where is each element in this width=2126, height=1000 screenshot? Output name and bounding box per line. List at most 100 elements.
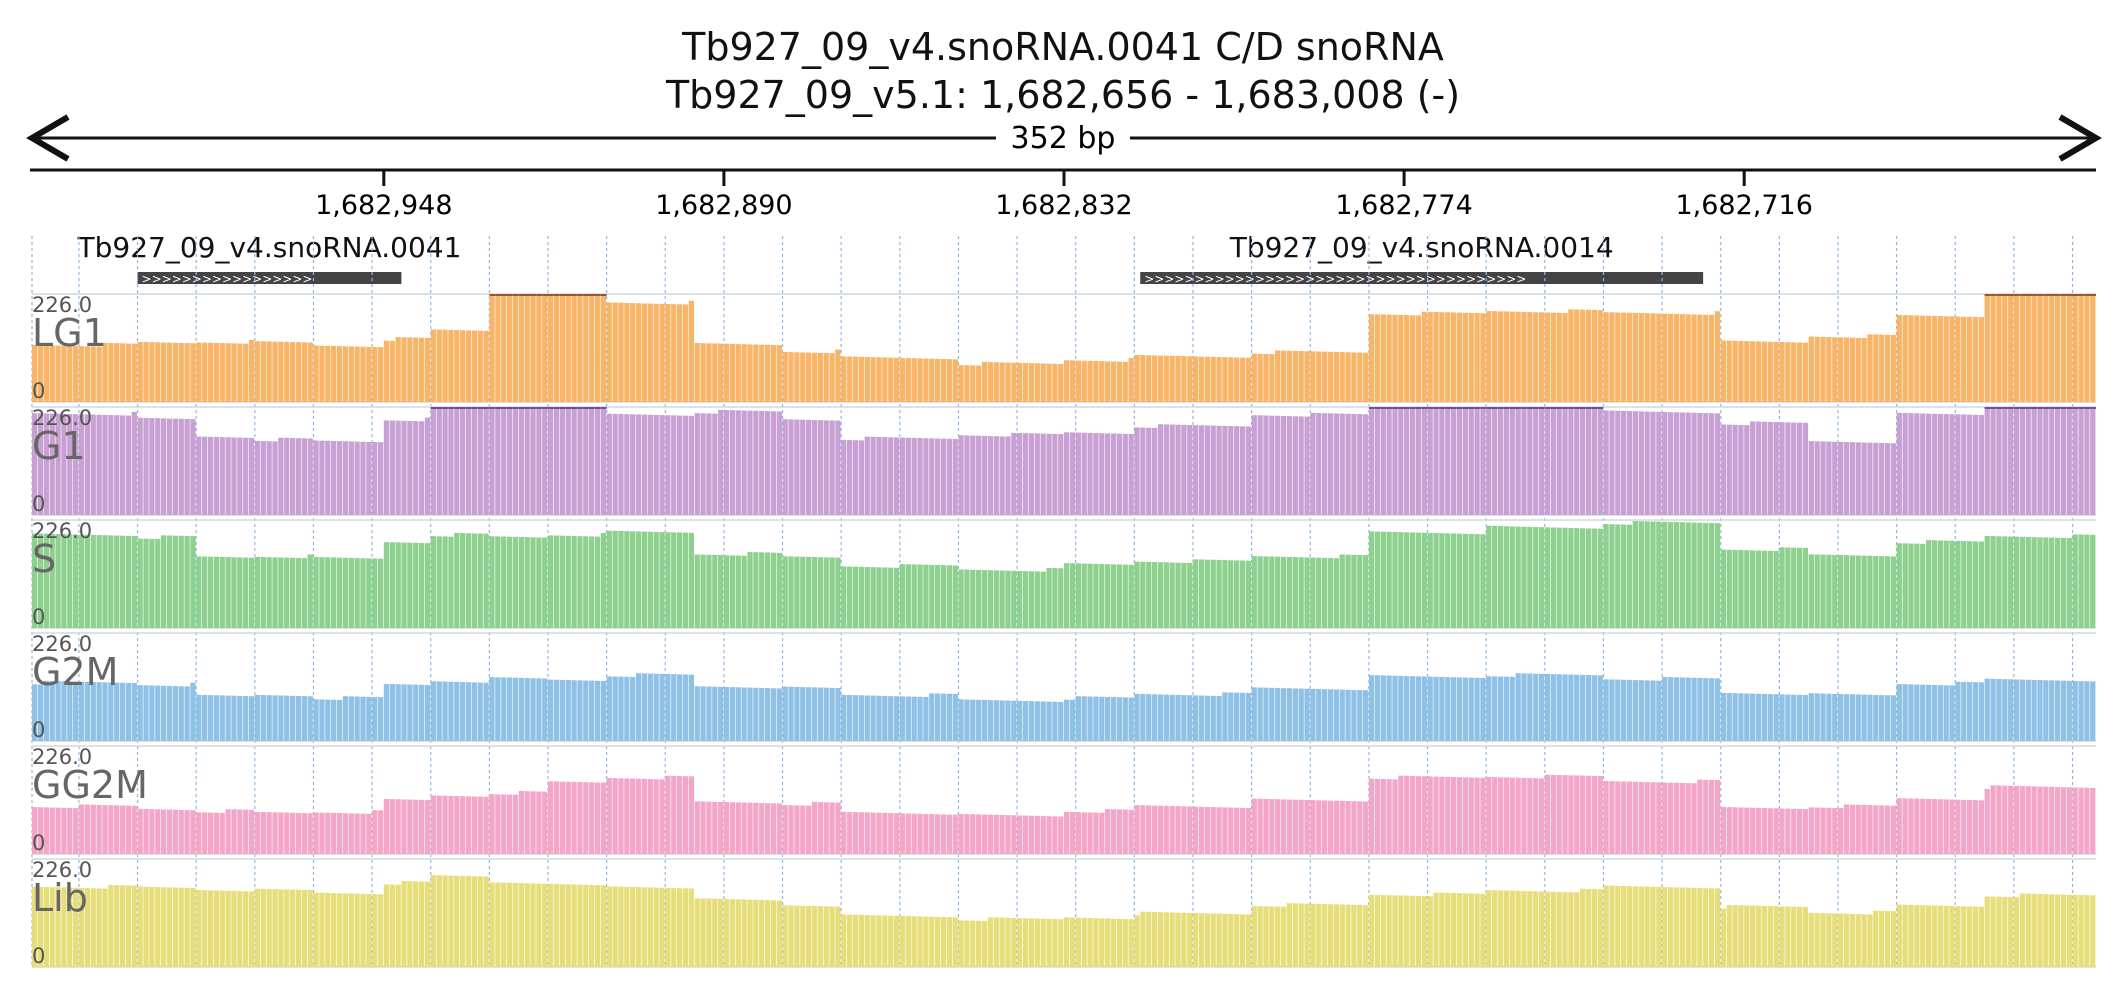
clip-marker: [1415, 407, 1422, 409]
coverage-bar: [1022, 433, 1029, 515]
coverage-bar: [1515, 407, 1521, 515]
coverage-bar: [1257, 556, 1263, 628]
coverage-bar: [37, 807, 44, 854]
coverage-bar: [917, 916, 923, 967]
coverage-bar: [1509, 777, 1515, 854]
coverage-bar: [1538, 312, 1545, 402]
coverage-bar: [612, 778, 618, 854]
coverage-bar: [1198, 695, 1205, 741]
coverage-bar: [1621, 781, 1627, 854]
coverage-bar: [1093, 918, 1099, 967]
coverage-bar: [946, 565, 952, 628]
coverage-bar: [606, 530, 612, 628]
coverage-bar: [970, 699, 976, 741]
coverage-bar: [172, 342, 178, 402]
coverage-bar: [606, 778, 612, 854]
coverage-bar: [2013, 679, 2020, 741]
coverage-bar: [1544, 312, 1551, 402]
coverage-bar: [43, 345, 49, 402]
coverage-bar: [1603, 780, 1609, 854]
coverage-bar: [677, 888, 683, 967]
coverage-bar: [2025, 294, 2031, 402]
coverage-bar: [1368, 894, 1375, 967]
coverage-bar: [301, 438, 307, 515]
coverage-bar: [1544, 407, 1551, 515]
coverage-bar: [1451, 533, 1457, 628]
coverage-bar: [1785, 906, 1791, 967]
coverage-bar: [1967, 414, 1973, 515]
coverage-bar: [1157, 805, 1164, 854]
feature-bar[interactable]: [1140, 272, 1704, 284]
coverage-bar: [718, 409, 724, 515]
coverage-bar: [243, 696, 249, 741]
coverage-bar: [1280, 906, 1287, 967]
coverage-bar: [1298, 688, 1304, 741]
coverage-bar: [1298, 351, 1304, 402]
coverage-bar: [1709, 413, 1715, 515]
coverage-bar: [1867, 694, 1873, 741]
coverage-bar: [718, 343, 724, 402]
feature-bar[interactable]: [137, 272, 402, 284]
coverage-bar: [700, 554, 706, 628]
coverage-bar: [1574, 407, 1580, 515]
coverage-bar: [1122, 918, 1128, 967]
coverage-bar: [530, 407, 536, 515]
coverage-bar: [1322, 351, 1328, 402]
coverage-bar: [1110, 697, 1117, 741]
coverage-bar: [32, 413, 38, 515]
coverage-bar: [1826, 913, 1832, 967]
coverage-bar: [1175, 694, 1181, 741]
coverage-bar: [1310, 800, 1316, 854]
clip-marker: [1451, 407, 1457, 409]
coverage-bar: [723, 898, 730, 967]
coverage-bar: [254, 341, 261, 402]
coverage-bar: [407, 684, 413, 741]
coverage-bar: [166, 809, 173, 854]
coverage-bar: [2060, 680, 2067, 741]
coverage-bar: [1480, 678, 1486, 741]
coverage-bar: [1286, 350, 1293, 402]
coverage-bar: [1843, 337, 1850, 402]
coverage-bar: [1298, 557, 1304, 628]
coverage-bar: [1286, 556, 1293, 628]
coverage-bar: [55, 807, 61, 854]
coverage-bar: [43, 413, 49, 515]
coverage-bar: [2066, 680, 2072, 741]
coverage-bar: [1538, 527, 1545, 628]
coverage-bar: [1527, 526, 1533, 628]
coverage-bar: [876, 436, 882, 515]
coverage-bar: [295, 812, 302, 854]
coverage-bar: [817, 420, 823, 515]
coverage-bar: [1357, 414, 1363, 515]
coverage-bar: [1451, 677, 1457, 741]
coverage-bar: [295, 889, 302, 967]
coverage-bar: [1193, 695, 1199, 741]
clip-marker: [1456, 407, 1463, 409]
coverage-bar: [1767, 808, 1773, 854]
coverage-bar: [1714, 888, 1721, 967]
coverage-bar: [1855, 442, 1861, 515]
coverage-bar: [2078, 787, 2084, 854]
coverage-bar: [213, 556, 220, 628]
coverage-bar: [1017, 362, 1023, 402]
coverage-bar: [325, 812, 331, 854]
coverage-bar: [1691, 314, 1697, 402]
coverage-bar: [565, 407, 571, 515]
coverage-bar: [67, 807, 73, 854]
coverage-bar: [1304, 688, 1310, 741]
coverage-bar: [471, 330, 478, 402]
coverage-bar: [794, 419, 800, 515]
coverage-bar: [829, 687, 835, 741]
coverage-bar: [155, 685, 161, 741]
coverage-bar: [635, 414, 642, 515]
coverage-bar: [1662, 313, 1668, 402]
coverage-bar: [1597, 889, 1603, 967]
coverage-bar: [1785, 808, 1791, 854]
coverage-bar: [524, 294, 530, 402]
coverage-bar: [61, 681, 67, 741]
coverage-bar: [1978, 317, 1984, 402]
coverage-bar: [993, 362, 999, 402]
coverage-bar: [102, 805, 108, 854]
coverage-bar: [1931, 315, 1938, 402]
coverage-bar: [800, 352, 806, 402]
